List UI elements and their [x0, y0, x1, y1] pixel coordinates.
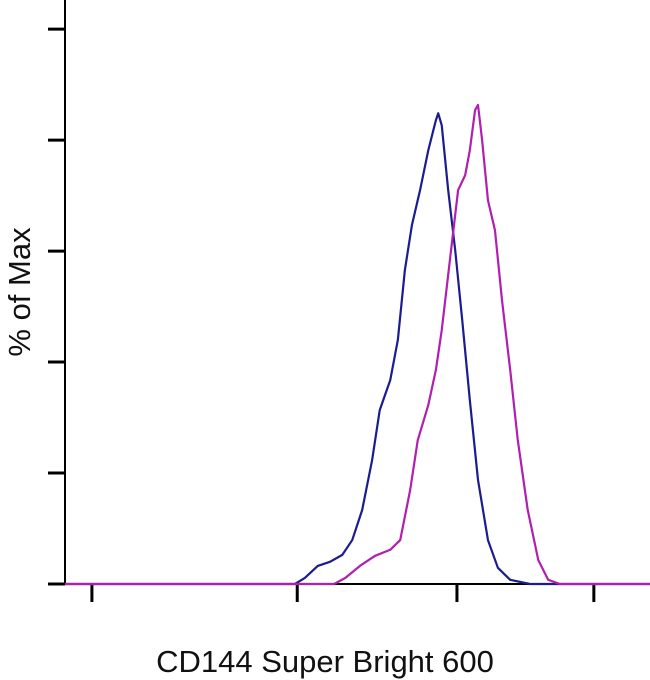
x-axis-label: CD144 Super Bright 600 — [156, 644, 494, 679]
y-axis-label: % of Max — [2, 227, 37, 357]
series-line — [65, 112, 650, 586]
series-line — [65, 103, 650, 586]
